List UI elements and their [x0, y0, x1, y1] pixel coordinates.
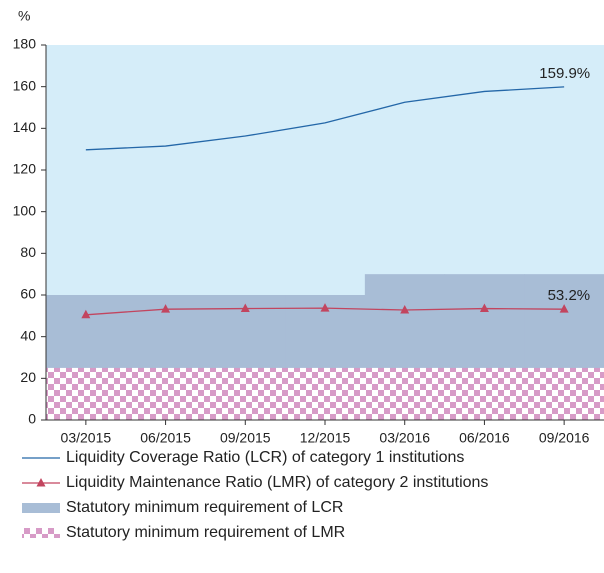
y-tick-label: 180 [13, 36, 37, 52]
legend-label: Statutory minimum requirement of LMR [66, 524, 345, 541]
requirement-band [285, 367, 366, 420]
y-tick-label: 40 [20, 327, 36, 343]
requirement-band [524, 367, 604, 420]
value-label: 159.9% [539, 65, 590, 82]
x-tick-label: 06/2015 [140, 430, 191, 446]
legend-label: Liquidity Coverage Ratio (LCR) of catego… [66, 449, 464, 466]
marker [240, 303, 250, 313]
y-tick-label: 140 [13, 119, 37, 135]
marker [479, 303, 489, 313]
y-tick-label: 20 [20, 369, 36, 385]
requirement-band [125, 367, 206, 420]
marker [559, 304, 569, 313]
x-tick-label: 03/2015 [61, 430, 112, 446]
y-tick-label: 0 [28, 411, 36, 427]
value-label: 53.2% [548, 287, 591, 304]
marker [161, 304, 171, 313]
y-tick-label: 160 [13, 77, 37, 93]
requirement-band [46, 367, 127, 420]
x-tick-label: 03/2016 [379, 430, 430, 446]
y-tick-label: 120 [13, 161, 37, 177]
x-tick-label: 12/2015 [300, 430, 351, 446]
y-tick-label: 80 [20, 244, 36, 260]
x-tick-label: 09/2015 [220, 430, 271, 446]
requirement-band [444, 367, 525, 420]
legend-label: Statutory minimum requirement of LCR [66, 499, 343, 516]
x-tick-label: 06/2016 [459, 430, 510, 446]
marker [320, 303, 330, 312]
legend-marker [36, 478, 46, 487]
requirement-band [205, 367, 286, 420]
legend-label: Liquidity Maintenance Ratio (LMR) of cat… [66, 474, 488, 491]
series-line [85, 86, 565, 151]
legend-swatch [22, 503, 60, 513]
x-tick-label: 09/2016 [539, 430, 590, 446]
marker [81, 309, 91, 319]
y-unit-label: % [18, 8, 30, 24]
y-tick-label: 100 [13, 202, 37, 218]
y-tick-label: 60 [20, 286, 36, 302]
legend-swatch [22, 528, 60, 538]
requirement-band [364, 367, 446, 420]
marker [400, 305, 410, 314]
